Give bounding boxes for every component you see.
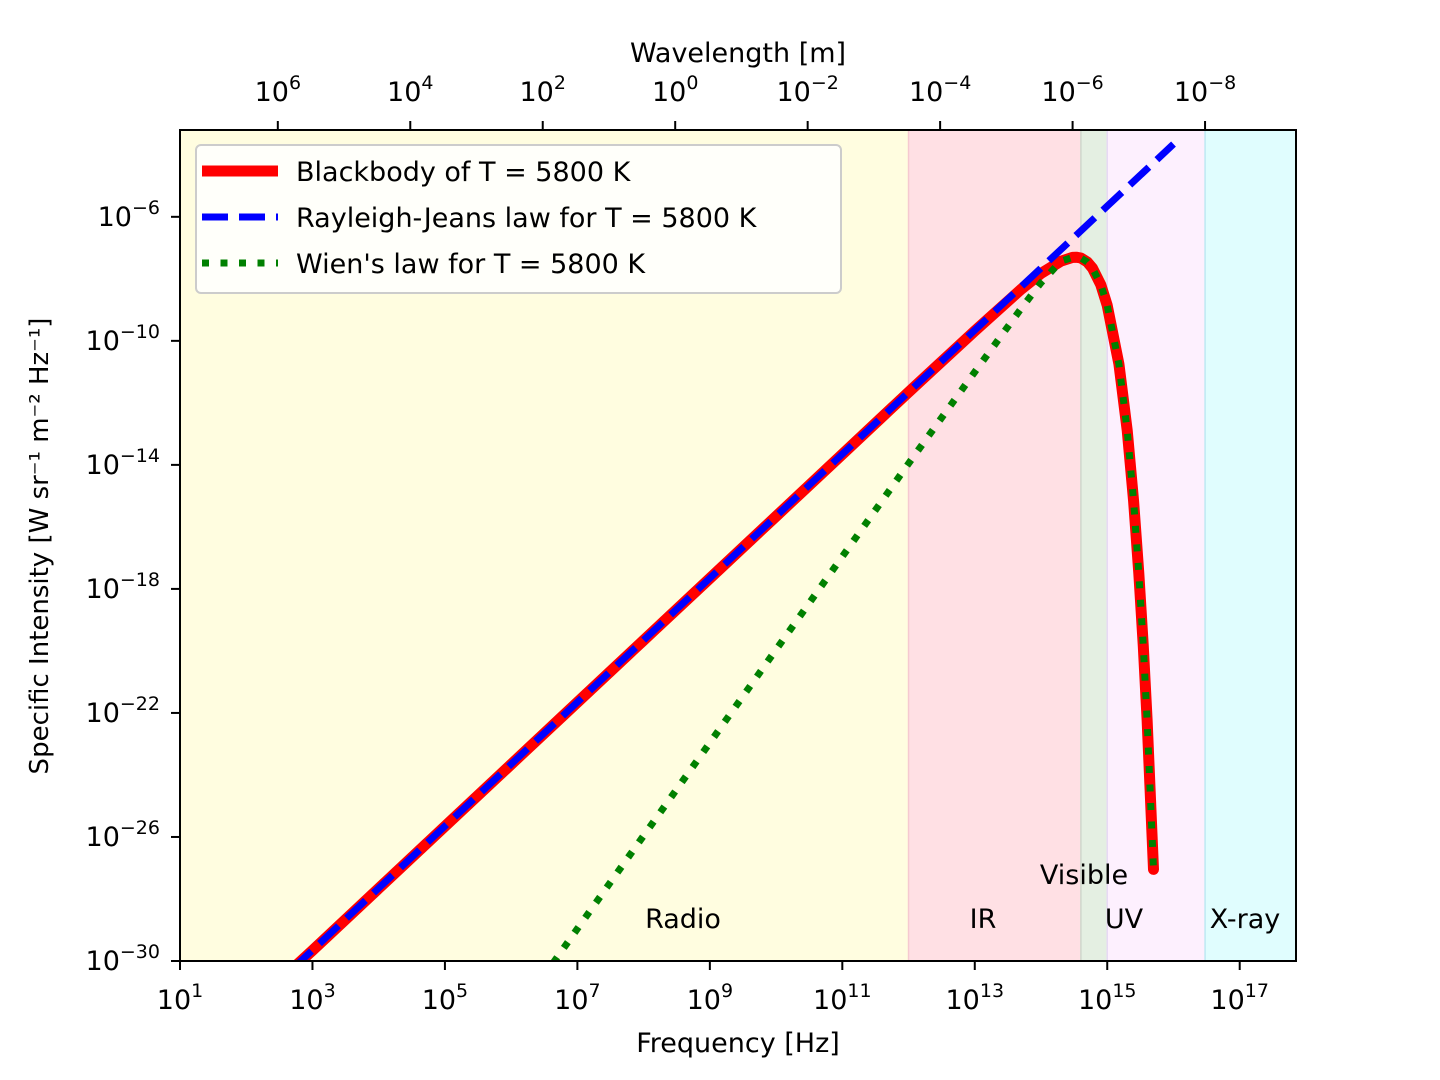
top-tick-label: 10−4 — [909, 72, 971, 108]
band-xray-region — [1205, 130, 1296, 961]
top-tick-label: 10−8 — [1174, 72, 1236, 108]
top-wavelength-axis: 106 104 102 100 10−2 10−4 10−6 10−8 — [255, 72, 1236, 130]
series-lines — [292, 141, 1176, 961]
y-axis: 10−6 10−10 10−14 10−18 10−22 10−26 10−30 — [86, 197, 180, 977]
top-tick-label: 10−6 — [1041, 72, 1103, 108]
top-tick-label: 10−2 — [776, 72, 838, 108]
x-tick-label: 107 — [554, 980, 600, 1016]
top-axis-label: Wavelength [m] — [630, 38, 846, 69]
x-tick-label: 101 — [157, 980, 203, 1016]
y-tick-label: 10−14 — [86, 445, 160, 481]
x-axis-label: Frequency [Hz] — [636, 1028, 840, 1059]
x-tick-label: 103 — [289, 980, 335, 1016]
x-tick-label: 1013 — [946, 980, 1005, 1016]
band-label-uv: UV — [1105, 904, 1144, 935]
x-tick-label: 1017 — [1210, 980, 1269, 1016]
band-labels: Radio IR Visible UV X-ray — [645, 860, 1280, 935]
band-label-xray: X-ray — [1210, 904, 1281, 935]
top-tick-label: 100 — [652, 72, 698, 108]
top-tick-label: 102 — [520, 72, 566, 108]
y-tick-label: 10−10 — [86, 321, 160, 357]
legend: Blackbody of T = 5800 K Rayleigh-Jeans la… — [195, 144, 842, 294]
legend-frame — [195, 144, 842, 294]
legend-entries: Blackbody of T = 5800 K Rayleigh-Jeans la… — [202, 157, 758, 280]
y-tick-label: 10−18 — [86, 569, 160, 605]
plot-frame — [179, 129, 1297, 962]
y-tick-label: 10−26 — [86, 817, 160, 853]
x-tick-label: 109 — [687, 980, 733, 1016]
x-axis: 101 103 105 107 109 1011 1013 1015 1017 — [157, 961, 1269, 1016]
x-tick-label: 1015 — [1078, 980, 1137, 1016]
x-tick-label: 1011 — [813, 980, 872, 1016]
legend-label: Rayleigh-Jeans law for T = 5800 K — [296, 203, 758, 234]
y-tick-label: 10−22 — [86, 693, 160, 729]
band-label-visible: Visible — [1040, 860, 1128, 891]
legend-label: Blackbody of T = 5800 K — [296, 157, 632, 188]
x-tick-label: 105 — [422, 980, 468, 1016]
band-label-radio: Radio — [645, 904, 721, 935]
series-line-dashed — [295, 141, 1176, 961]
legend-label: Wien's law for T = 5800 K — [296, 249, 646, 280]
top-tick-label: 106 — [255, 72, 301, 108]
top-tick-label: 104 — [387, 72, 433, 108]
band-label-ir: IR — [970, 904, 997, 935]
y-tick-label: 10−6 — [98, 197, 160, 233]
y-axis-label: Specific Intensity [W sr⁻¹ m⁻² Hz⁻¹] — [25, 318, 55, 775]
y-tick-label: 10−30 — [86, 941, 160, 977]
